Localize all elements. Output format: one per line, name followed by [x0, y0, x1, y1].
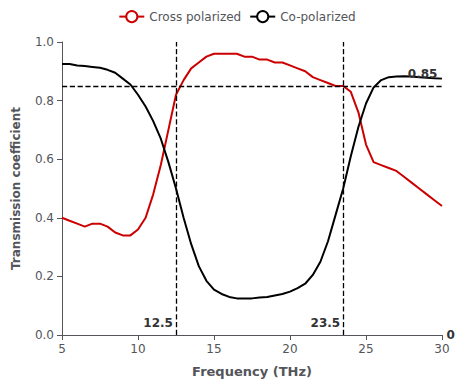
svg-text:0.2: 0.2	[35, 269, 54, 283]
svg-text:0.85: 0.85	[408, 67, 438, 81]
svg-text:23.5: 23.5	[311, 316, 341, 330]
svg-text:0.0: 0.0	[35, 328, 54, 342]
svg-text:5: 5	[58, 342, 66, 356]
svg-text:20: 20	[282, 342, 297, 356]
svg-text:Cross polarized: Cross polarized	[149, 10, 241, 24]
svg-text:Co-polarized: Co-polarized	[280, 10, 356, 24]
svg-text:Transmission coefficient: Transmission coefficient	[9, 107, 23, 270]
svg-text:10: 10	[130, 342, 145, 356]
svg-text:Frequency (THz): Frequency (THz)	[192, 364, 312, 379]
svg-text:30: 30	[434, 342, 449, 356]
svg-text:25: 25	[358, 342, 373, 356]
svg-text:0.4: 0.4	[35, 211, 54, 225]
svg-text:0.6: 0.6	[35, 152, 54, 166]
svg-text:0.8: 0.8	[35, 94, 54, 108]
svg-text:12.5: 12.5	[143, 316, 173, 330]
svg-text:1.0: 1.0	[35, 35, 54, 49]
svg-text:0: 0	[447, 328, 455, 342]
svg-text:15: 15	[206, 342, 221, 356]
